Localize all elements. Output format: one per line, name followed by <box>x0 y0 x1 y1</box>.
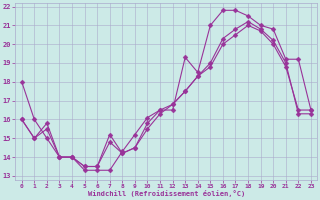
X-axis label: Windchill (Refroidissement éolien,°C): Windchill (Refroidissement éolien,°C) <box>88 190 245 197</box>
